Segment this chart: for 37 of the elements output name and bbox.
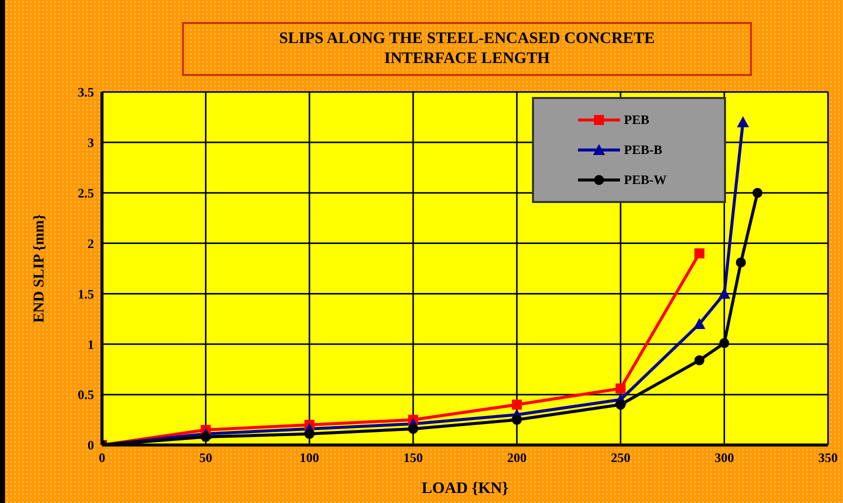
y-axis-title: END SLIP {mm} <box>31 214 48 323</box>
legend-label: PEB <box>624 112 650 128</box>
x-tick-label: 300 <box>714 450 734 466</box>
x-tick-label: 350 <box>818 450 838 466</box>
point <box>736 116 749 128</box>
x-tick-label: 200 <box>507 450 527 466</box>
point <box>304 428 314 439</box>
y-tick-label: 0.5 <box>78 387 94 402</box>
point <box>719 338 730 348</box>
y-tick-label: 1 <box>88 336 94 352</box>
point <box>512 414 522 425</box>
point <box>200 432 211 442</box>
y-tick-label: 0 <box>88 438 94 453</box>
y-tick-label: 3.5 <box>78 84 94 100</box>
x-tick-label: 100 <box>300 450 320 466</box>
x-tick-label: 0 <box>98 450 106 466</box>
point <box>616 400 626 410</box>
y-tick-label: 1.5 <box>78 286 94 302</box>
y-tick-label: 2 <box>88 236 94 251</box>
point <box>512 400 522 410</box>
point <box>718 288 730 299</box>
x-tick-label: 50 <box>199 450 212 466</box>
point <box>736 257 746 268</box>
x-axis-title: LOAD {KN} <box>422 480 508 497</box>
point <box>616 384 626 394</box>
point <box>408 424 418 434</box>
point <box>693 318 706 329</box>
legend-label: PEB-W <box>624 172 667 188</box>
point <box>694 248 704 258</box>
point <box>752 188 762 198</box>
point <box>694 355 704 366</box>
x-tick-label: 150 <box>403 450 423 466</box>
x-tick-label: 250 <box>610 450 630 466</box>
y-tick-label: 2.5 <box>78 185 94 200</box>
legend-label: PEB-B <box>624 142 662 158</box>
y-tick-label: 3 <box>88 135 94 150</box>
chart-title: SLIPS ALONG THE STEEL-ENCASED CONCRETE INTERFACE LENGTH <box>278 29 656 69</box>
